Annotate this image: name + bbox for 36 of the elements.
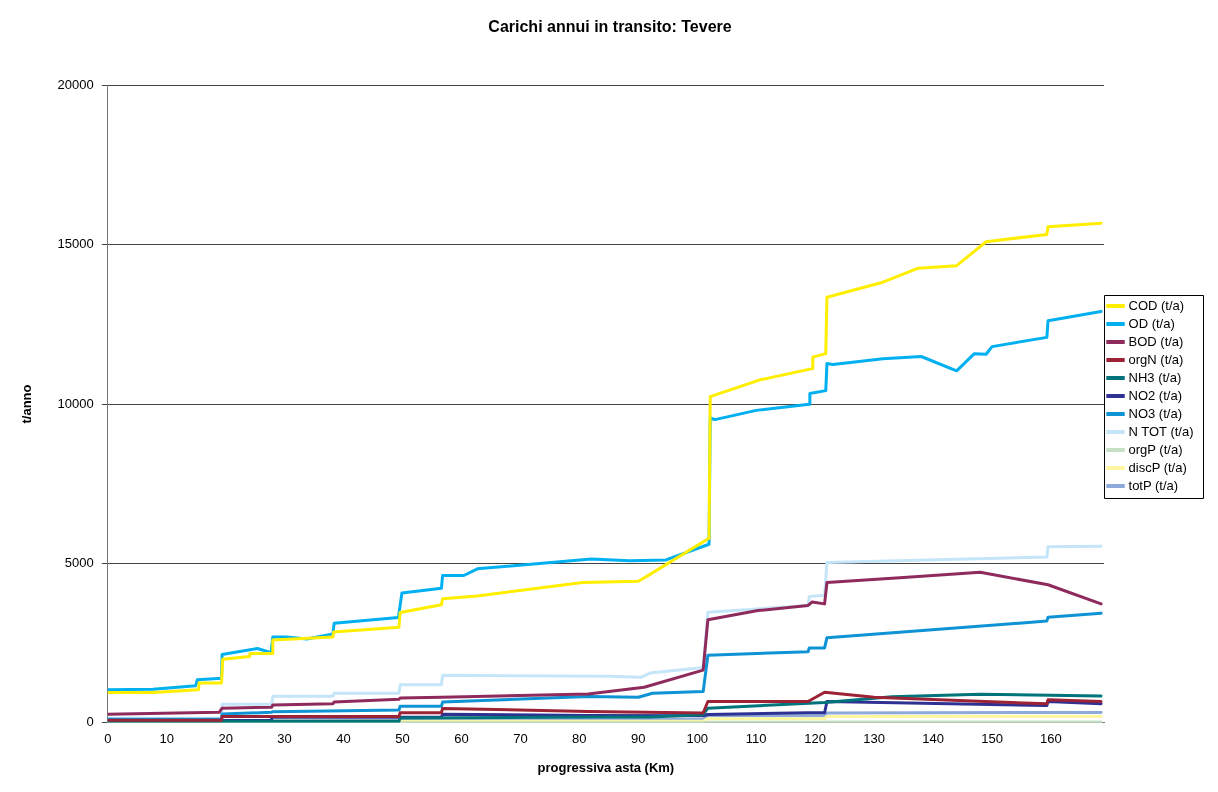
x-tick-label: 90 (631, 731, 646, 747)
legend-label: NO2 (t/a) (1128, 387, 1182, 403)
x-tick-label: 0 (104, 731, 112, 747)
x-tick-label: 80 (572, 731, 587, 747)
legend-label: discP (t/a) (1128, 459, 1187, 475)
x-tick-label: 50 (395, 731, 410, 747)
x-tick-label: 100 (686, 731, 709, 747)
x-axis-title: progressiva asta (Km) (537, 759, 675, 775)
x-tick-label: 40 (336, 731, 351, 747)
y-axis-title: t/anno (19, 384, 35, 424)
legend-label: NH3 (t/a) (1128, 369, 1182, 385)
x-tick-label: 10 (159, 731, 174, 747)
x-tick-label: 110 (745, 731, 767, 747)
x-tick-label: 160 (1040, 731, 1062, 747)
x-tick-label: 70 (513, 731, 528, 747)
legend-label: N TOT (t/a) (1128, 423, 1194, 439)
y-tick-label: 0 (86, 714, 94, 730)
legend-label: orgP (t/a) (1128, 441, 1183, 457)
legend-label: BOD (t/a) (1128, 333, 1184, 349)
x-tick-label: 60 (454, 731, 469, 747)
x-tick-label: 130 (863, 731, 885, 747)
legend-label: NO3 (t/a) (1128, 405, 1182, 421)
y-tick-label: 5000 (64, 554, 94, 570)
legend-label: COD (t/a) (1128, 297, 1185, 313)
y-tick-label: 10000 (57, 395, 94, 411)
chart-title: Carichi annui in transito: Tevere (488, 18, 732, 36)
legend-label: orgN (t/a) (1128, 351, 1184, 367)
x-tick-label: 120 (804, 731, 827, 747)
legend-label: OD (t/a) (1128, 315, 1175, 331)
legend-label: totP (t/a) (1128, 477, 1179, 493)
x-tick-label: 30 (277, 731, 292, 747)
y-tick-label: 20000 (57, 76, 94, 92)
x-tick-label: 20 (218, 731, 233, 747)
y-tick-label: 15000 (57, 236, 94, 252)
x-tick-label: 150 (981, 731, 1003, 747)
x-tick-label: 140 (922, 731, 944, 747)
